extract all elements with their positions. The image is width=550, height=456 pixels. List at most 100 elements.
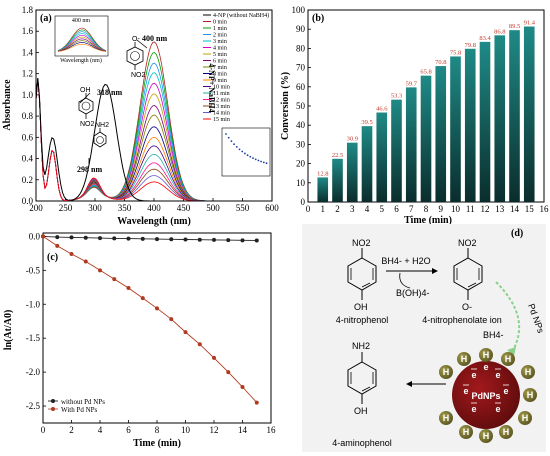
legend-marker-without-pd: [51, 399, 55, 403]
panel-a-ticks: 200 250 300 350 400 450 500 550 600 0.0 0.2 0.4 0.6 0…: [22, 5, 280, 213]
group-no2-2: NO2: [458, 238, 477, 248]
inset-decay-point: [227, 136, 230, 139]
panel-b-ytick-label: 80: [296, 43, 306, 53]
kinetics-point: [126, 236, 131, 241]
legend-entry: 14 min: [213, 111, 230, 117]
inset-decay-point: [249, 155, 252, 158]
kinetics-point: [126, 285, 131, 290]
panel-b-ylabel: Conversion (%): [280, 72, 291, 140]
conversion-bar: [346, 142, 358, 202]
legend-entry: 7 min: [213, 65, 227, 71]
panel-a-ytick-label: 0.4: [22, 154, 34, 164]
molecule-4-nitrophenolate: NO2 O- 4-nitrophenolate ion: [422, 238, 502, 325]
kinetics-point: [183, 330, 188, 335]
kinetics-line: [42, 236, 258, 403]
hydrogen-label: H: [463, 427, 470, 437]
bar-value-label: 91.4: [524, 20, 536, 27]
bar-value-label: 79.8: [465, 42, 476, 49]
panel-c-ytick-label: -0.5: [26, 265, 41, 275]
bar-value-label: 75.8: [450, 49, 461, 56]
kinetics-point: [155, 306, 159, 311]
kinetics-point: [254, 400, 259, 405]
legend-entry: 11 min: [213, 91, 230, 97]
panel-b-xtick-label: 7: [409, 204, 414, 214]
hydrogen-label: H: [461, 354, 468, 364]
inset-curve: [57, 43, 107, 52]
group-no2-1: NO2: [352, 238, 371, 248]
electron-label: e: [463, 386, 468, 396]
kinetics-point: [41, 234, 45, 239]
panel-b-bars: 12.8 22.5 30.9 39.5 46.653.3 59.765.8 70.8 75.8…: [317, 20, 536, 203]
panel-b-xtick-label: 12: [481, 204, 490, 214]
group-oh-a: OH: [80, 87, 91, 94]
panel-a-uv-vis-spectra: (a) Wavelength (nm) Absorbance 200 250 300…: [2, 5, 279, 227]
kinetics-point: [83, 259, 88, 264]
panel-a-ytick-label: 1.2: [22, 69, 33, 79]
panel-a-ytick-label: 0.6: [22, 132, 34, 142]
inset-decay-point: [252, 157, 254, 160]
panel-a-ytick-label: 1.4: [22, 47, 34, 57]
inset-decay-point: [254, 158, 257, 161]
panel-b-xtick-label: 11: [466, 204, 475, 214]
inset-curve: [57, 42, 107, 52]
panel-b-ytick-label: 20: [296, 159, 306, 169]
inset-curve: [57, 40, 107, 52]
annotation-400nm: 400 nm: [142, 34, 167, 43]
inset-curve: [57, 34, 107, 52]
legend-entry: 8 min: [213, 72, 227, 78]
panel-a-xtick-label: 500: [206, 203, 220, 213]
kinetics-point: [55, 235, 60, 240]
panel-b-label: (b): [312, 13, 324, 24]
group-nh2-a: NH2: [95, 122, 109, 129]
panel-a-ytick-label: 0.8: [22, 111, 34, 121]
kinetics-point: [254, 238, 259, 243]
panel-c-ytick-label: -1.0: [26, 299, 41, 309]
arrow-318nm: [79, 92, 91, 104]
legend-entry: 5 min: [213, 52, 227, 58]
name-4-nitrophenol: 4-nitrophenol: [336, 315, 389, 325]
kinetics-point: [226, 370, 231, 375]
panel-c-xtick-label: 10: [181, 425, 191, 435]
conversion-bar: [317, 177, 329, 202]
panel-b-xtick-label: 15: [525, 204, 535, 214]
panel-b-ytick-label: 30: [296, 139, 306, 149]
panel-c-frame: [42, 232, 272, 424]
spectrum-4np-without-nabh4: [35, 78, 272, 202]
panel-b-ytick-label: 50: [296, 101, 306, 111]
panel-c-xtick-label: 6: [126, 425, 131, 435]
panel-c-ticks: 0 2 4 6 8 10 12 14 16 0.0 -0.5 -1.0 -1.5 -2.0 -2.5: [26, 231, 276, 435]
conversion-bar: [479, 41, 491, 202]
conversion-bar: [435, 66, 447, 203]
legend-without-pd: without Pd NPs: [61, 398, 105, 406]
legend-entry: 15 min: [213, 117, 230, 123]
inset-decay-point: [233, 143, 236, 146]
legend-entry: 10 min: [213, 85, 230, 91]
panel-b-xtick-label: 14: [510, 204, 520, 214]
molecule-4-aminophenol-a: NH2: [93, 122, 109, 148]
legend-entry: 6 min: [213, 59, 227, 65]
panel-b-xtick-label: 1: [321, 204, 326, 214]
reagent-bh4-h2o: BH4- + H2O: [381, 256, 430, 266]
conversion-bar: [420, 75, 432, 202]
bar-value-label: 86.8: [494, 28, 505, 35]
hydrogen-atom: [479, 348, 493, 362]
electron-label: e: [471, 404, 476, 414]
kinetics-point: [83, 235, 88, 240]
kinetics-point: [155, 237, 159, 242]
kinetics-point: [98, 268, 102, 273]
kinetics-point: [212, 237, 216, 242]
panel-b-xlabel: Time (min): [404, 215, 452, 226]
pdnps-sphere: [452, 361, 520, 429]
hydrogen-atom: [439, 365, 453, 379]
kinetics-point: [197, 237, 202, 242]
kinetics-point: [140, 296, 145, 301]
inset-curve: [57, 33, 107, 52]
panel-b-xtick-label: 5: [380, 204, 385, 214]
inset-curve: [57, 38, 107, 52]
molecule-4-nitrophenol: NO2 OH 4-nitrophenol: [336, 238, 389, 325]
inset-top-title: 400 nm: [72, 18, 91, 24]
group-no2-a2: NO2: [80, 121, 95, 128]
panel-c-ytick-label: -2.0: [26, 367, 41, 377]
name-4-nitrophenolate: 4-nitrophenolate ion: [422, 315, 502, 325]
bar-value-label: 30.9: [347, 136, 358, 143]
